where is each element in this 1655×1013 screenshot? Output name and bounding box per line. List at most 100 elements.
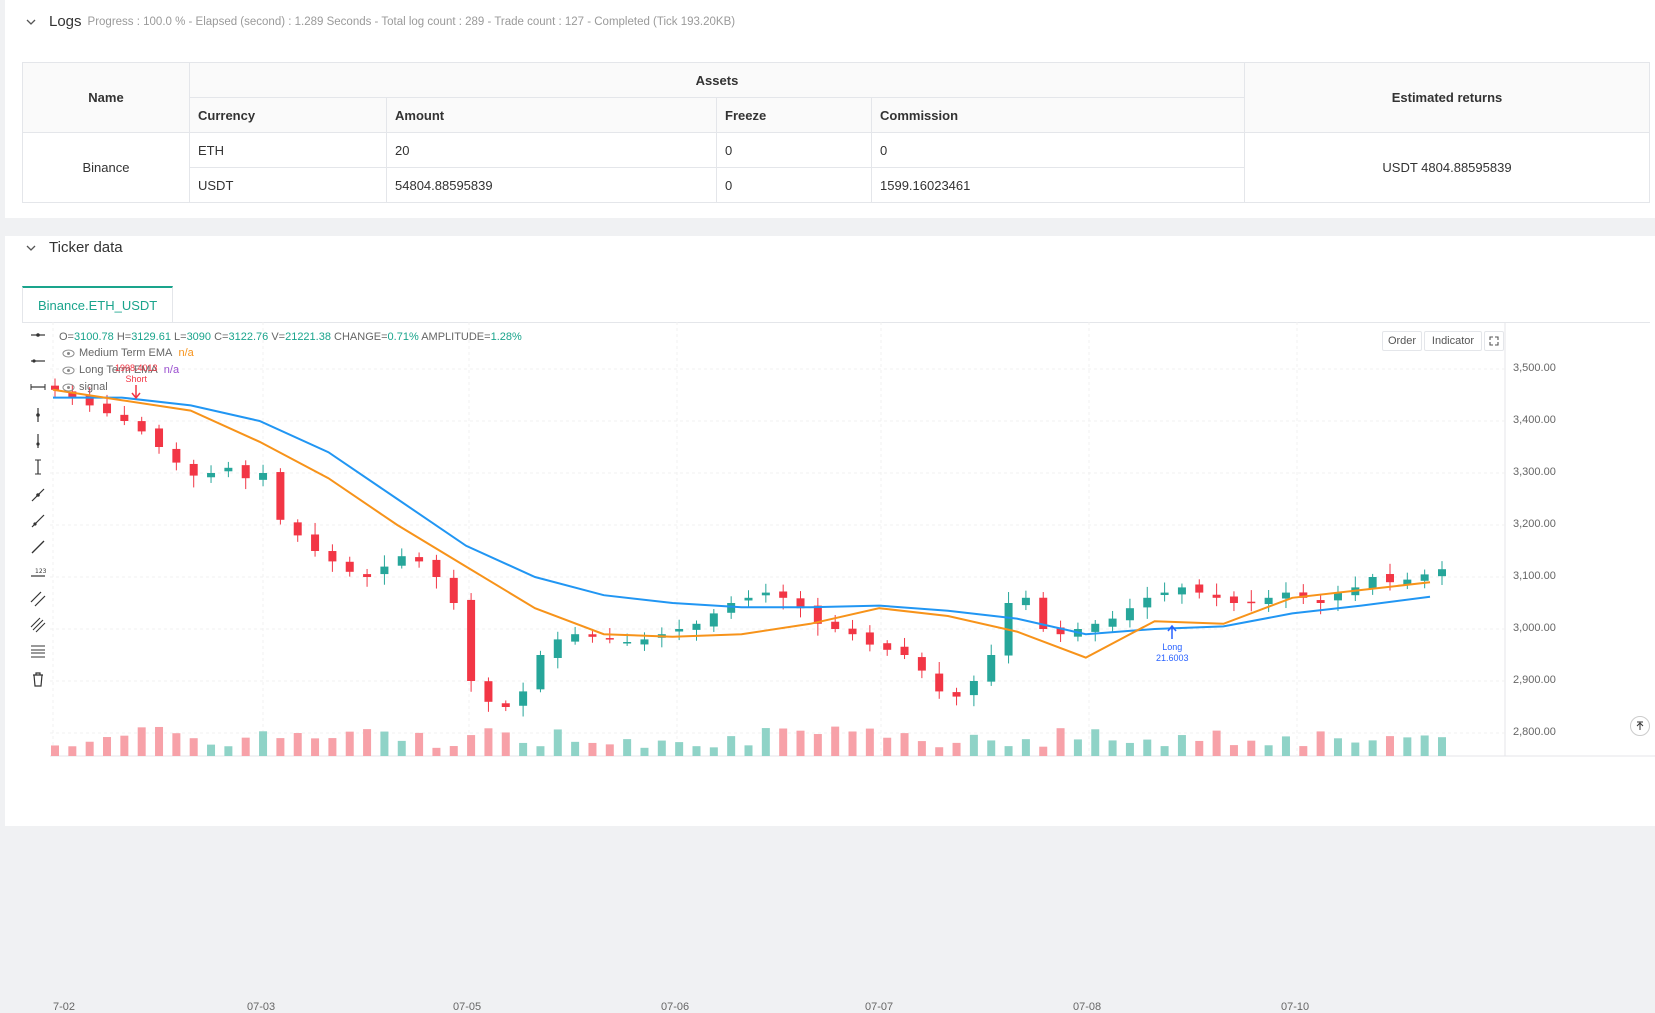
x-tick-label: 07-07 bbox=[865, 1001, 894, 1013]
candle-body bbox=[571, 634, 580, 642]
tab-divider bbox=[22, 322, 1650, 323]
volume-bar bbox=[1229, 745, 1238, 756]
candle-body bbox=[241, 465, 250, 479]
volume-bar bbox=[952, 742, 961, 756]
volume-bar bbox=[484, 728, 493, 756]
volume-bar bbox=[189, 738, 198, 756]
volume-bar bbox=[987, 740, 996, 756]
sub-amount-header: Amount bbox=[386, 97, 717, 133]
legend-label: Medium Term EMA bbox=[79, 347, 173, 359]
volume-bar bbox=[1160, 746, 1169, 756]
pitchfork-tool-icon[interactable] bbox=[27, 614, 49, 636]
logs-progress-text: Progress : 100.0 % - Elapsed (second) : … bbox=[87, 15, 736, 28]
candle-body bbox=[692, 623, 701, 630]
candle-body bbox=[779, 591, 788, 598]
close-label: C= bbox=[214, 331, 229, 343]
candle-body bbox=[1420, 574, 1429, 581]
candle-body bbox=[328, 551, 337, 562]
candle-body bbox=[1403, 579, 1412, 585]
order-button[interactable]: Order bbox=[1382, 331, 1422, 351]
ray-line-tool-icon[interactable] bbox=[27, 510, 49, 532]
col-name-header: Name bbox=[22, 62, 190, 133]
volume-bar bbox=[1247, 740, 1256, 756]
candle-body bbox=[1125, 608, 1134, 621]
candle-body bbox=[900, 646, 909, 655]
volume-bar bbox=[1316, 731, 1325, 756]
low-label: L= bbox=[174, 331, 187, 343]
volume-bar bbox=[623, 739, 632, 756]
trash-icon[interactable] bbox=[27, 668, 49, 690]
eye-icon[interactable] bbox=[62, 366, 75, 375]
commission-cell: 1599.16023461 bbox=[871, 167, 1245, 203]
change-label: CHANGE= bbox=[334, 331, 388, 343]
volume-bar bbox=[501, 732, 510, 756]
logs-header[interactable]: Logs Progress : 100.0 % - Elapsed (secon… bbox=[23, 13, 735, 30]
candle-body bbox=[987, 655, 996, 682]
legend-medium-ema[interactable]: Medium Term EMA n/a bbox=[62, 347, 194, 359]
open-label: O= bbox=[59, 331, 74, 343]
volume-bar bbox=[1385, 736, 1394, 756]
volume-bar bbox=[172, 733, 181, 756]
volume-bar bbox=[276, 738, 285, 756]
volume-bar bbox=[207, 744, 216, 756]
price-label-tool-icon[interactable]: 123 bbox=[27, 562, 49, 584]
y-tick-label: 3,500.00 bbox=[1513, 362, 1556, 374]
legend-label: signal bbox=[79, 381, 108, 393]
tab-binance-eth-usdt[interactable]: Binance.ETH_USDT bbox=[22, 286, 174, 322]
horizontal-ray-tool-icon[interactable] bbox=[27, 324, 49, 346]
amount-cell: 54804.88595839 bbox=[386, 167, 717, 203]
segment-tool-icon[interactable] bbox=[27, 536, 49, 558]
medium-term-ema-line bbox=[52, 388, 1431, 659]
ticker-header[interactable]: Ticker data bbox=[23, 239, 123, 256]
high-value: 3129.61 bbox=[131, 331, 171, 343]
chevron-down-icon[interactable] bbox=[23, 14, 39, 30]
candle-body bbox=[1264, 597, 1273, 605]
horizontal-line-tool-icon[interactable] bbox=[27, 350, 49, 372]
long-signal-qty: 21.6003 bbox=[1156, 653, 1189, 663]
parallel-channel-tool-icon[interactable] bbox=[27, 588, 49, 610]
volume-bar bbox=[779, 728, 788, 756]
volume-bar bbox=[727, 736, 736, 756]
candle-body bbox=[1316, 600, 1325, 603]
candle-body bbox=[120, 414, 129, 421]
volume-bar bbox=[588, 742, 597, 756]
candle-body bbox=[848, 628, 857, 635]
close-value: 3122.76 bbox=[228, 331, 269, 343]
eye-icon[interactable] bbox=[62, 349, 75, 358]
eye-icon[interactable] bbox=[62, 383, 75, 392]
candle-body bbox=[675, 629, 684, 632]
volume-bar bbox=[1351, 742, 1360, 756]
candlestick-chart[interactable] bbox=[5, 236, 1655, 826]
volume-bar bbox=[1056, 728, 1065, 756]
legend-signal[interactable]: signal bbox=[62, 381, 108, 393]
long-signal-marker: Long 21.6003 bbox=[1156, 624, 1189, 664]
exchange-cell: Binance bbox=[22, 132, 190, 203]
candle-body bbox=[311, 534, 320, 551]
horizontal-segment-tool-icon[interactable] bbox=[27, 376, 49, 398]
chevron-down-icon[interactable] bbox=[23, 240, 39, 256]
candle-body bbox=[1056, 627, 1065, 635]
vertical-ray-tool-icon[interactable] bbox=[27, 430, 49, 452]
scroll-to-latest-button[interactable] bbox=[1630, 716, 1650, 736]
volume-value: 21221.38 bbox=[285, 331, 331, 343]
candle-body bbox=[224, 467, 233, 472]
candle-body bbox=[1438, 569, 1446, 577]
vertical-line-tool-icon[interactable] bbox=[27, 404, 49, 426]
vertical-segment-tool-icon[interactable] bbox=[27, 456, 49, 478]
table-row: Binance ETH 20 0 0 USDT 4804.88595839 bbox=[22, 132, 1650, 203]
table-row: USDT 54804.88595839 0 1599.16023461 bbox=[23, 167, 1650, 203]
volume-bar bbox=[917, 741, 926, 756]
indicator-button[interactable]: Indicator bbox=[1424, 331, 1482, 351]
legend-value: n/a bbox=[163, 364, 180, 376]
trend-line-tool-icon[interactable] bbox=[27, 484, 49, 506]
returns-cell: USDT 4804.88595839 bbox=[1244, 132, 1650, 203]
volume-bar bbox=[432, 747, 441, 756]
volume-bar bbox=[675, 742, 684, 756]
volume-bar bbox=[640, 747, 649, 756]
volume-bar bbox=[380, 731, 389, 756]
candle-body bbox=[813, 605, 822, 624]
legend-long-ema[interactable]: Long Term EMA n/a bbox=[62, 364, 179, 376]
sub-commission-header: Commission bbox=[871, 97, 1245, 133]
fibonacci-tool-icon[interactable] bbox=[27, 640, 49, 662]
fullscreen-button[interactable] bbox=[1484, 331, 1504, 351]
